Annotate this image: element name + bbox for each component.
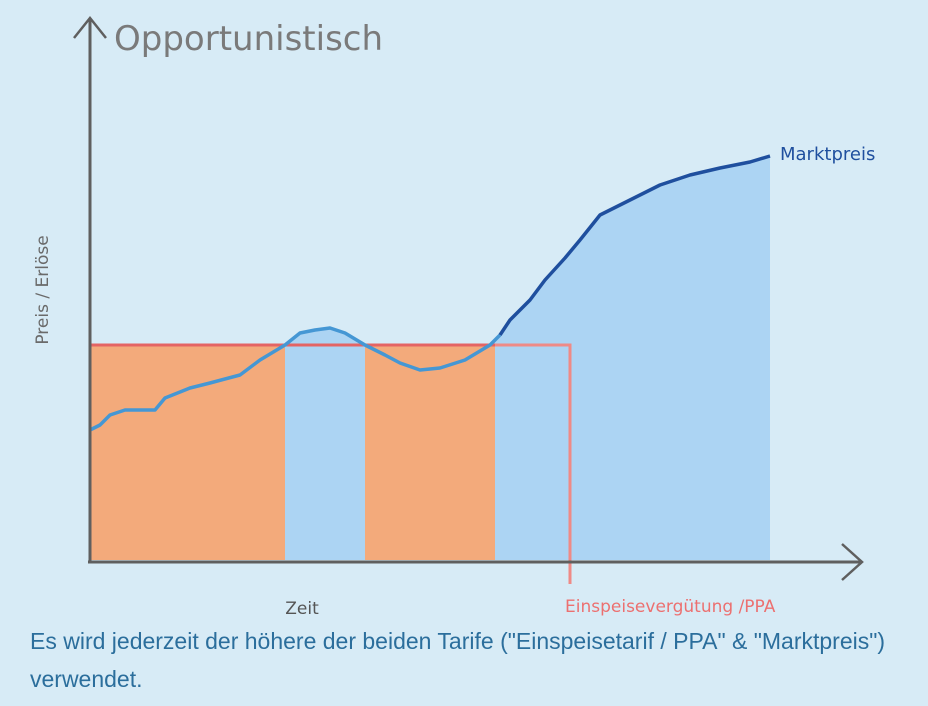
ppa-label: Einspeisevergütung /PPA (565, 597, 776, 617)
y-axis-label: Preis / Erlöse (33, 235, 53, 344)
x-axis-arrow (841, 543, 864, 581)
ppa-line (495, 343, 572, 584)
market-line (498, 154, 771, 336)
ppa-area (90, 345, 285, 560)
market-line (89, 326, 502, 432)
y-axis-arrow (73, 15, 107, 39)
market-label: Marktpreis (780, 144, 875, 165)
title: Opportunistisch (114, 19, 383, 59)
x-axis-label: Zeit (285, 599, 319, 619)
diagram: Opportunistisch Marktpreis Preis / Erlös… (33, 15, 875, 619)
caption: Es wird jederzeit der höhere der beiden … (30, 628, 886, 692)
ppa-area (365, 345, 495, 560)
